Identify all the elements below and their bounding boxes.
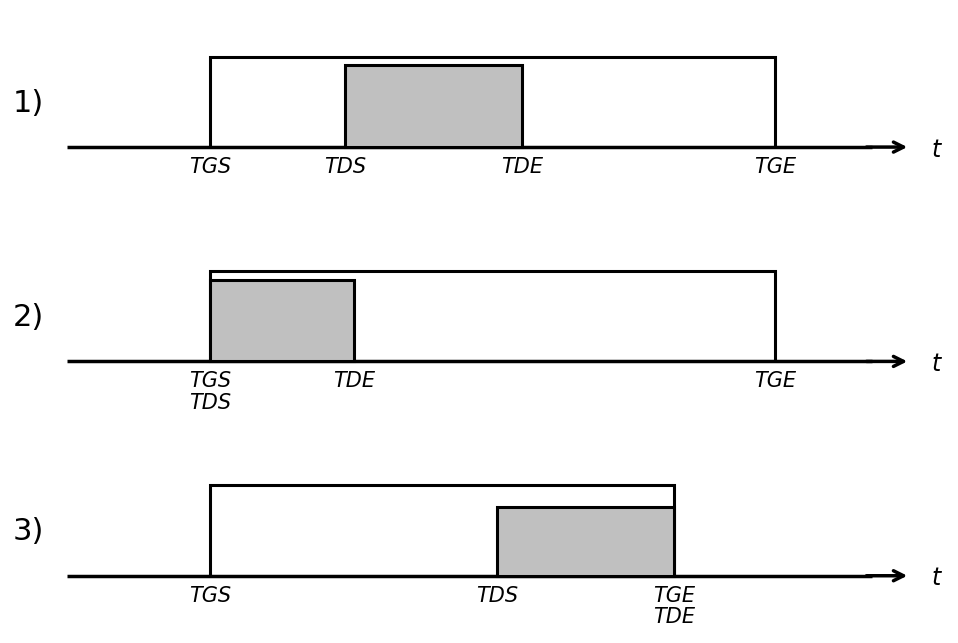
Bar <box>345 66 522 147</box>
Text: TDS: TDS <box>324 157 366 177</box>
Text: TGE: TGE <box>754 157 796 177</box>
Text: 1): 1) <box>12 89 43 118</box>
Text: 2): 2) <box>12 303 43 332</box>
Text: TGE: TGE <box>754 372 796 392</box>
Text: t: t <box>931 352 941 376</box>
Text: TGS: TGS <box>190 157 232 177</box>
Text: TGS
TDS: TGS TDS <box>190 372 232 413</box>
Text: TGS: TGS <box>190 586 232 606</box>
Text: t: t <box>931 138 941 161</box>
Text: TDE: TDE <box>332 372 375 392</box>
Bar <box>211 280 354 361</box>
Text: 3): 3) <box>12 517 44 547</box>
Text: TDS: TDS <box>476 586 518 606</box>
Text: TDE: TDE <box>501 157 543 177</box>
Text: TGE
TDE: TGE TDE <box>653 586 696 628</box>
Text: t: t <box>931 566 941 590</box>
Bar <box>497 507 674 575</box>
